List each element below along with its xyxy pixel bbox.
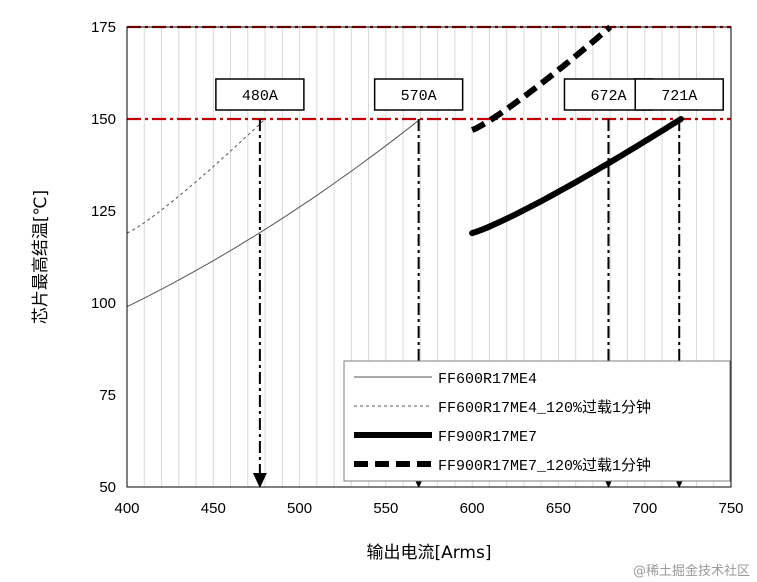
x-tick-label: 600 bbox=[460, 500, 485, 517]
legend-entry: FF600R17ME4 bbox=[438, 371, 537, 388]
series-lines bbox=[126, 24, 684, 308]
legend-entry: FF900R17ME7 bbox=[438, 429, 537, 446]
plot-frame bbox=[126, 26, 732, 488]
legend: FF600R17ME4 FF600R17ME4_120%过载1分钟 FF900R17… bbox=[343, 360, 731, 482]
x-axis-label: 输出电流[Arms] bbox=[366, 543, 491, 563]
tick-labels: 400 450 500 550 600 650 700 750 50 75 100 125 150 175 bbox=[91, 19, 744, 517]
x-tick-label: 700 bbox=[632, 500, 657, 517]
marker-label: 480A bbox=[242, 88, 278, 105]
x-tick-label: 500 bbox=[287, 500, 312, 517]
series-line-3 bbox=[469, 116, 684, 237]
y-tick-label: 125 bbox=[91, 203, 116, 220]
marker-label-box bbox=[373, 78, 464, 111]
y-tick-label: 150 bbox=[91, 111, 116, 128]
x-tick-label: 450 bbox=[201, 500, 226, 517]
watermark: @稀土掘金技术社区 bbox=[633, 563, 750, 579]
y-axis-label: 芯片最高结温[℃] bbox=[31, 190, 51, 324]
y-tick-label: 175 bbox=[91, 19, 116, 36]
marker-label-box bbox=[634, 78, 724, 111]
series-line-1 bbox=[126, 118, 421, 308]
marker-label: 570A bbox=[401, 88, 437, 105]
y-tick-label: 100 bbox=[91, 295, 116, 312]
marker-label: 721A bbox=[661, 88, 697, 105]
y-tick-label: 50 bbox=[99, 479, 116, 496]
legend-entry: FF900R17ME7_120%过载1分钟 bbox=[438, 457, 651, 475]
x-tick-label: 550 bbox=[373, 500, 398, 517]
y-tick-label: 75 bbox=[99, 387, 116, 404]
x-tick-label: 750 bbox=[718, 500, 743, 517]
marker-label-box bbox=[215, 78, 305, 111]
series-line-4 bbox=[470, 24, 613, 133]
x-tick-label: 650 bbox=[546, 500, 571, 517]
marker-label: 672A bbox=[590, 88, 626, 105]
marker-arrow bbox=[252, 473, 267, 488]
legend-entry: FF600R17ME4_120%过载1分钟 bbox=[438, 399, 651, 417]
x-tick-label: 400 bbox=[114, 500, 139, 517]
series-line-2 bbox=[126, 118, 266, 234]
current-markers: 480A 570A 672A 721A bbox=[215, 78, 724, 488]
